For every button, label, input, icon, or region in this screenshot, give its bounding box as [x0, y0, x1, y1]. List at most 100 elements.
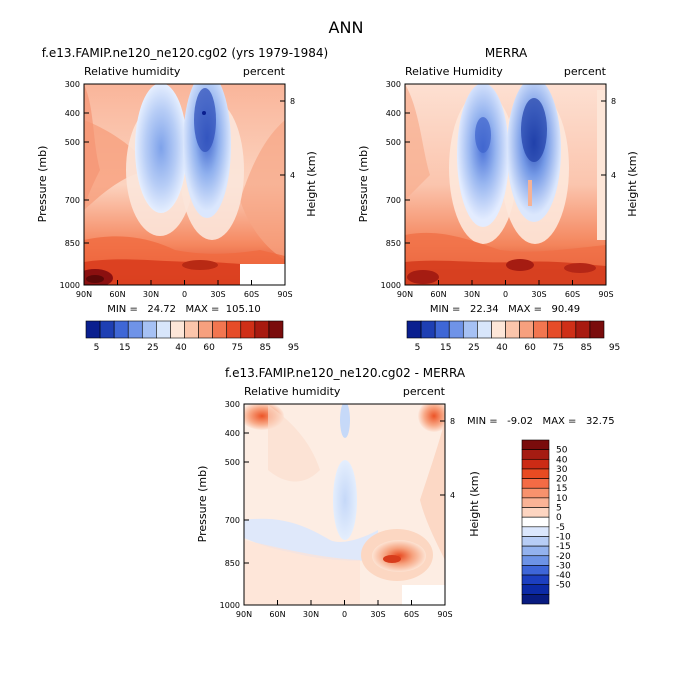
colorbar-swatch [212, 320, 228, 339]
y-tick-label: 850 [225, 559, 240, 568]
panel-merra-variable: Relative Humidity [405, 65, 503, 78]
colorbar-label: 40 [175, 343, 187, 353]
colorbar-swatch [521, 507, 550, 518]
colorbar-swatch [268, 320, 284, 339]
panel-merra-field [405, 84, 606, 285]
colorbar-swatch [240, 320, 256, 339]
stats-label: MIN = 24.72 MAX = 105.10 [107, 304, 261, 315]
colorbar-label: 40 [496, 343, 508, 353]
panel-model-field [84, 84, 285, 285]
colorbar-label: 75 [553, 343, 564, 353]
colorbar-label: 40 [556, 455, 568, 465]
colorbar-label: 60 [203, 343, 215, 353]
x-tick-label: 30S [210, 290, 225, 299]
x-tick-label: 30N [464, 290, 480, 299]
x-tick-label: 90N [397, 290, 413, 299]
panel-merra-title: MERRA [485, 46, 528, 60]
colorbar-swatch [561, 320, 577, 339]
x-tick-label: 90S [437, 610, 452, 619]
colorbar-swatch [99, 320, 115, 339]
colorbar-swatch [170, 320, 185, 339]
colorbar-swatch [85, 320, 101, 339]
colorbar-swatch [521, 584, 550, 595]
colorbar-label: 5 [415, 343, 421, 353]
y-tick-label: 1000 [60, 281, 80, 290]
x-tick-label: 60N [269, 610, 285, 619]
colorbar-label: 0 [556, 513, 562, 523]
colorbar-swatch [521, 516, 550, 528]
x-tick-label: 60N [109, 290, 125, 299]
height-tick-label: 8 [450, 417, 455, 426]
x-tick-label: 90N [76, 290, 92, 299]
panel-difference-units: percent [403, 385, 446, 398]
colorbar-label: 95 [609, 343, 620, 353]
colorbar-swatch [547, 320, 563, 339]
height-tick-label: 8 [611, 97, 616, 106]
y-axis-label: Pressure (mb) [357, 146, 370, 223]
x-tick-label: 90S [598, 290, 613, 299]
x-tick-label: 90S [277, 290, 292, 299]
colorbar-label: -15 [556, 542, 571, 552]
y-tick-label: 1000 [381, 281, 401, 290]
panel-difference-title: f.e13.FAMIP.ne120_ne120.cg02 - MERRA [225, 366, 466, 380]
y-tick-label: 300 [65, 80, 80, 89]
colorbar-swatch [462, 320, 478, 339]
colorbar-swatch [141, 320, 157, 339]
colorbar-label: 60 [524, 343, 536, 353]
height-tick-label: 4 [611, 171, 616, 180]
colorbar-label: 15 [119, 343, 130, 353]
colorbar-swatch [533, 320, 549, 339]
panel-model-units: percent [243, 65, 286, 78]
colorbar-swatch [521, 458, 550, 470]
colorbar-swatch [198, 320, 213, 339]
height-tick-label: 4 [290, 171, 295, 180]
y-tick-label: 500 [386, 138, 401, 147]
colorbar-label: 95 [288, 343, 299, 353]
y-right-axis-label: Height (km) [626, 151, 639, 217]
x-tick-label: 30S [531, 290, 546, 299]
y-right-axis-label: Height (km) [305, 151, 318, 217]
colorbar-swatch [521, 594, 550, 605]
x-tick-label: 60S [244, 290, 259, 299]
panel-model: f.e13.FAMIP.ne120_ne120.cg02 (yrs 1979-1… [36, 46, 328, 353]
colorbar-swatch [521, 574, 550, 586]
y-tick-label: 300 [225, 400, 240, 409]
colorbar-swatch [521, 565, 550, 576]
stats-label: MIN = -9.02 MAX = 32.75 [467, 416, 615, 427]
colorbar-swatch [519, 320, 534, 339]
y-axis-label: Pressure (mb) [196, 466, 209, 543]
y-tick-label: 1000 [220, 601, 240, 610]
colorbar: 5 15 25 40 60 75 85 95 [85, 320, 299, 353]
x-tick-label: 90N [236, 610, 252, 619]
colorbar-label: 25 [147, 343, 158, 353]
colorbar-swatch [521, 536, 550, 547]
colorbar-swatch [448, 320, 464, 339]
y-tick-label: 400 [386, 109, 401, 118]
y-tick-label: 700 [225, 516, 240, 525]
colorbar-label: 15 [440, 343, 451, 353]
x-tick-label: 0 [342, 610, 347, 619]
colorbar-swatch [226, 320, 242, 339]
colorbar-label: 15 [556, 484, 567, 494]
y-tick-label: 700 [386, 196, 401, 205]
y-tick-label: 850 [65, 239, 80, 248]
y-tick-label: 700 [65, 196, 80, 205]
colorbar-swatch [575, 320, 591, 339]
x-tick-label: 60S [404, 610, 419, 619]
colorbar-label: 75 [232, 343, 243, 353]
colorbar-swatch [127, 320, 143, 339]
page-title: ANN [329, 18, 364, 37]
colorbar-swatch [406, 320, 422, 339]
height-tick-label: 8 [290, 97, 295, 106]
colorbar-swatch [254, 320, 270, 339]
colorbar-label: 85 [260, 343, 271, 353]
colorbar-label: 25 [468, 343, 479, 353]
colorbar-label: 30 [556, 465, 568, 475]
colorbar-swatch [156, 320, 171, 339]
y-tick-label: 500 [65, 138, 80, 147]
x-tick-label: 0 [182, 290, 187, 299]
colorbar-swatch [491, 320, 506, 339]
panel-model-variable: Relative humidity [84, 65, 181, 78]
